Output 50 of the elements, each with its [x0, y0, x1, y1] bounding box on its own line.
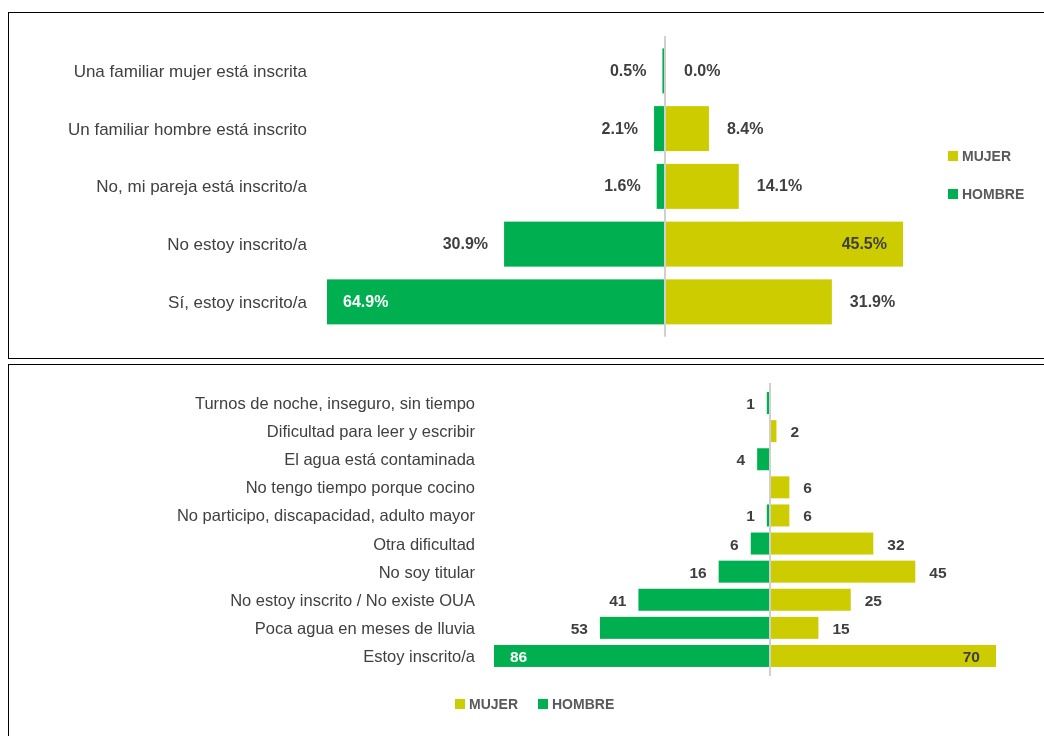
data-label: 64.9% — [343, 292, 389, 310]
y-tick-label: No soy titular — [378, 562, 476, 581]
y-tick-label: Poca agua en meses de lluvia — [254, 618, 476, 637]
y-tick-label: Sí, estoy inscrito/a — [168, 292, 308, 312]
data-label: 16 — [689, 563, 708, 581]
data-label: 4 — [736, 451, 746, 469]
y-tick-label: Dificultad para leer y escribir — [266, 422, 476, 441]
bar — [654, 106, 665, 152]
y-tick-label: Una familiar mujer está inscrita — [73, 61, 308, 81]
data-label: 6 — [803, 507, 813, 525]
data-label: 6 — [803, 479, 813, 497]
data-label: 0.5% — [609, 61, 647, 79]
legend-label: MUJER — [962, 148, 1012, 164]
y-tick-label: Un familiar hombre está inscrito — [67, 119, 307, 139]
data-label: 0.0% — [684, 61, 721, 79]
data-label: 2 — [790, 423, 800, 441]
y-tick-label: No estoy inscrito/a — [167, 235, 308, 255]
y-tick-label: No participo, discapacidad, adulto mayor — [176, 506, 476, 525]
y-tick-label: Estoy inscrito/a — [363, 646, 476, 665]
y-tick-label: No estoy inscrito / No existe OUA — [230, 590, 475, 609]
data-label: 30.9% — [442, 235, 489, 253]
data-label: 2.1% — [601, 119, 639, 137]
data-label: 1.6% — [604, 177, 641, 195]
data-label: 14.1% — [756, 177, 803, 195]
y-tick-label: Otra dificultad — [373, 534, 475, 553]
data-label: 25 — [864, 591, 883, 609]
data-label: 15 — [832, 619, 851, 637]
y-tick-label: El agua está contaminada — [284, 450, 476, 469]
y-tick-label: No tengo tiempo porque cocino — [245, 478, 475, 497]
data-label: 70 — [962, 647, 980, 665]
data-label: 8.4% — [726, 119, 764, 137]
data-label: 53 — [570, 619, 589, 637]
bar — [757, 448, 770, 471]
data-label: 6 — [730, 535, 740, 553]
data-label: 45.5% — [841, 235, 887, 253]
y-tick-label: No, mi pareja está inscrito/a — [96, 177, 308, 197]
data-label: 1 — [746, 507, 756, 525]
legend-label: MUJER — [469, 696, 519, 712]
bar — [750, 532, 770, 555]
bar — [770, 476, 790, 499]
bar — [770, 616, 819, 639]
data-label: 45 — [929, 563, 947, 581]
data-label: 86 — [510, 647, 528, 665]
data-label: 31.9% — [849, 292, 896, 310]
data-label: 32 — [887, 535, 905, 553]
data-label: 41 — [609, 591, 627, 609]
y-tick-label: Turnos de noche, inseguro, sin tiempo — [194, 394, 475, 413]
legend-label: HOMBRE — [962, 186, 1025, 202]
legend-label: HOMBRE — [552, 696, 615, 712]
data-label: 1 — [746, 395, 756, 413]
